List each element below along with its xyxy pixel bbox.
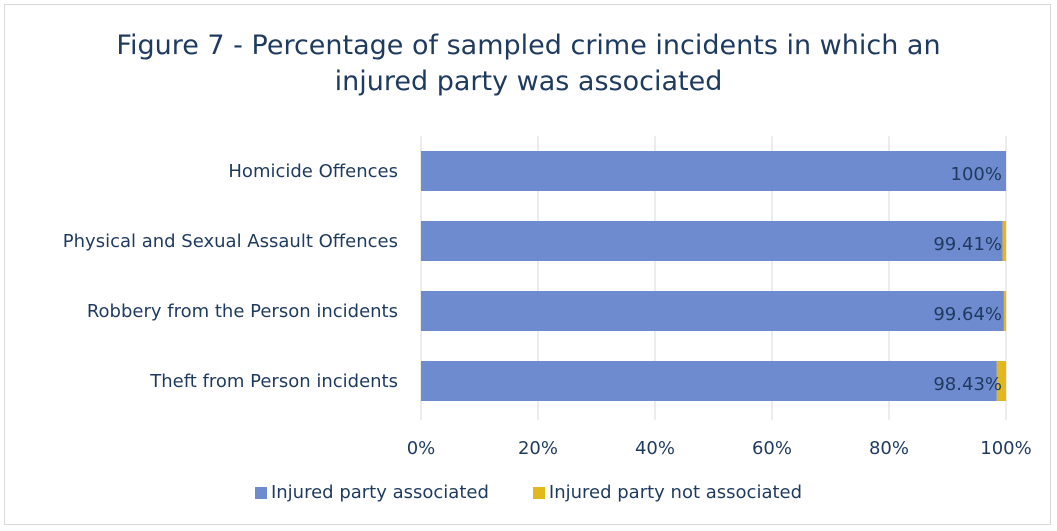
- bar-injured-associated: [421, 361, 997, 401]
- category-label: Robbery from the Person incidents: [87, 301, 398, 322]
- data-label: 99.64%: [933, 304, 1002, 325]
- data-label: 99.41%: [933, 234, 1002, 255]
- legend-swatch-not-associated: [532, 486, 545, 499]
- x-tick-label: 40%: [635, 438, 675, 459]
- legend-swatch-associated: [254, 486, 267, 499]
- chart-frame: [4, 4, 1051, 525]
- chart-title-line-2: injured party was associated: [334, 66, 723, 97]
- data-label: 100%: [951, 164, 1002, 185]
- bar-injured-associated: [421, 291, 1004, 331]
- x-tick-label: 60%: [752, 438, 792, 459]
- category-label: Physical and Sexual Assault Offences: [63, 231, 398, 252]
- legend-item-associated: Injured party associated: [254, 482, 489, 503]
- data-label: 98.43%: [933, 374, 1002, 395]
- x-tick-label: 80%: [869, 438, 909, 459]
- legend-label-not-associated: Injured party not associated: [548, 482, 803, 503]
- x-tick-label: 20%: [518, 438, 558, 459]
- legend-label-associated: Injured party associated: [270, 482, 489, 503]
- x-tick-label: 100%: [980, 438, 1031, 459]
- bar-injured-not-associated: [1003, 291, 1006, 331]
- legend-item-not-associated: Injured party not associated: [532, 482, 803, 503]
- category-label: Theft from Person incidents: [149, 371, 398, 392]
- category-label: Homicide Offences: [228, 161, 398, 182]
- bar-injured-associated: [421, 151, 1006, 191]
- x-tick-label: 0%: [407, 438, 436, 459]
- legend: Injured party associated Injured party n…: [0, 482, 1057, 503]
- bar-injured-not-associated: [996, 361, 1006, 401]
- bar-injured-associated: [421, 221, 1003, 261]
- chart-title: Figure 7 - Percentage of sampled crime i…: [0, 28, 1057, 100]
- chart-title-line-1: Figure 7 - Percentage of sampled crime i…: [116, 30, 941, 61]
- bar-injured-not-associated: [1002, 221, 1006, 261]
